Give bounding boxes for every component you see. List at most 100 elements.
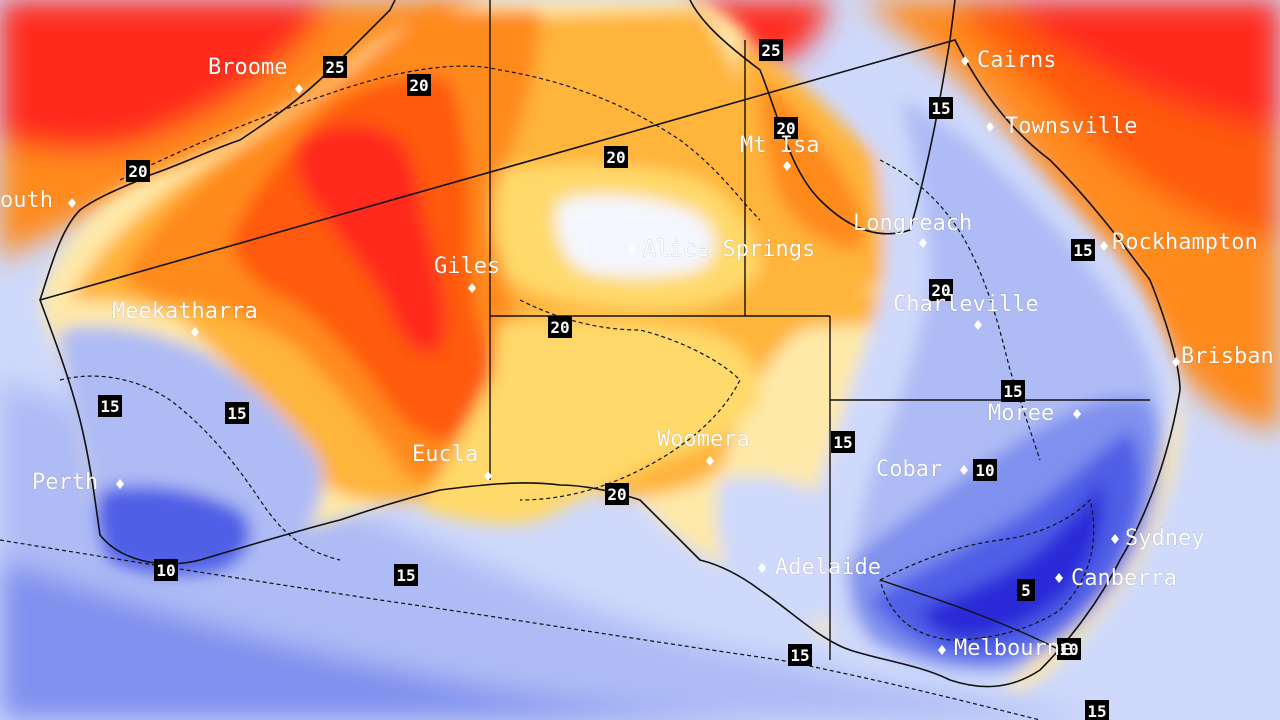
- contour-15-east: [879, 159, 1041, 461]
- city-label: Woomera: [657, 427, 750, 452]
- city-cobar[interactable]: Cobar: [876, 457, 968, 482]
- city-marker-icon: [986, 122, 994, 132]
- city-alice-springs[interactable]: Alice Springs: [628, 237, 815, 262]
- city-label: Meekatharra: [112, 299, 258, 324]
- city-moree[interactable]: Moree: [988, 401, 1081, 426]
- city-label: Rockhampton: [1112, 230, 1258, 255]
- city-brisbane[interactable]: Brisban: [1172, 344, 1274, 369]
- city-marker-icon: [484, 471, 492, 481]
- city-giles[interactable]: Giles: [434, 254, 501, 293]
- city-marker-icon: [706, 456, 714, 466]
- contour-20-north: [119, 65, 761, 221]
- city-rockhampton[interactable]: Rockhampton: [1100, 230, 1258, 255]
- contour-label-box: [1071, 239, 1095, 261]
- contour-label-15: 15: [394, 564, 418, 586]
- city-marker-icon: [960, 465, 968, 475]
- contour-label-value: 20: [128, 162, 147, 181]
- contour-20-central: [519, 299, 741, 501]
- contour-label-box: [548, 316, 572, 338]
- contour-label-value: 25: [325, 58, 344, 77]
- contour-label-25: 25: [759, 39, 783, 61]
- city-label: Cairns: [977, 48, 1056, 73]
- city-sydney[interactable]: Sydney: [1111, 526, 1205, 551]
- contour-label-box: [1017, 579, 1035, 601]
- city-perth[interactable]: Perth: [32, 470, 124, 495]
- contour-label-box: [225, 402, 249, 424]
- city-label: Sydney: [1125, 526, 1204, 551]
- sw-wa-blue: [98, 486, 251, 575]
- contour-label-box: [973, 459, 997, 481]
- contour-10-se: [879, 498, 1095, 641]
- contour-label-15: 15: [225, 402, 249, 424]
- contour-label-value: 15: [833, 433, 852, 452]
- contour-label-box: [605, 483, 629, 505]
- city-woomera[interactable]: Woomera: [657, 427, 750, 466]
- contour-label-box: [1085, 700, 1109, 720]
- contour-label-20: 20: [548, 316, 572, 338]
- city-marker-icon: [1100, 241, 1108, 251]
- contour-label-value: 20: [776, 119, 795, 138]
- city-marker-icon: [628, 245, 636, 255]
- contour-label-box: [407, 74, 431, 96]
- city-adelaide[interactable]: Adelaide: [758, 555, 881, 580]
- alps-deep-blue: [920, 480, 1104, 640]
- alice-cool: [556, 195, 715, 278]
- city-label: Longreach: [853, 211, 972, 236]
- city-cairns[interactable]: Cairns: [961, 48, 1057, 73]
- city-marker-icon: [938, 645, 946, 655]
- contour-label-value: 20: [606, 148, 625, 167]
- city-port-hedland[interactable]: outh: [0, 188, 76, 213]
- city-longreach[interactable]: Longreach: [853, 211, 973, 248]
- contour-label-box: [788, 644, 812, 666]
- city-marker-icon: [1172, 357, 1180, 367]
- city-marker-icon: [468, 283, 476, 293]
- contour-label-box: [1057, 638, 1081, 660]
- contour-label-value: 10: [975, 461, 994, 480]
- city-canberra[interactable]: Canberra: [1055, 566, 1177, 591]
- contour-label-box: [394, 564, 418, 586]
- contour-label-value: 15: [790, 646, 809, 665]
- contour-label-15: 15: [98, 395, 122, 417]
- map-lines: [0, 0, 1181, 720]
- contour-label-value: 10: [1059, 640, 1078, 659]
- city-label: Canberra: [1071, 566, 1177, 591]
- contour-label-value: 15: [1003, 382, 1022, 401]
- contour-label-10: 10: [1057, 638, 1081, 660]
- city-melbourne[interactable]: Melbourne: [938, 636, 1074, 661]
- contour-label-value: 25: [761, 41, 780, 60]
- city-marker-icon: [974, 320, 982, 330]
- city-label: Broome: [208, 55, 287, 80]
- contour-15-ocean: [0, 539, 1041, 720]
- city-marker-icon: [68, 198, 76, 208]
- city-marker-icon: [191, 327, 199, 337]
- desert-hot-core: [296, 125, 445, 353]
- contour-label-25: 25: [323, 56, 347, 78]
- city-mt-isa[interactable]: Mt Isa: [740, 133, 820, 171]
- city-eucla[interactable]: Eucla: [412, 442, 492, 481]
- contour-label-15: 15: [1085, 700, 1109, 720]
- city-marker-icon: [961, 56, 969, 66]
- contour-label-15: 15: [1071, 239, 1095, 261]
- city-meekatharra[interactable]: Meekatharra: [112, 299, 258, 337]
- city-label: Eucla: [412, 442, 478, 467]
- se-blue: [870, 430, 1141, 660]
- city-townsville[interactable]: Townsville: [986, 114, 1138, 139]
- city-marker-icon: [116, 479, 124, 489]
- contour-label-value: 15: [1087, 702, 1106, 720]
- contour-label-value: 15: [1073, 241, 1092, 260]
- city-broome[interactable]: Broome: [208, 55, 303, 94]
- contour-label-box: [323, 56, 347, 78]
- contour-label-value: 20: [409, 76, 428, 95]
- city-marker-icon: [919, 238, 927, 248]
- contour-label-value: 10: [156, 561, 175, 580]
- city-charleville[interactable]: Charleville: [893, 292, 1039, 330]
- city-label: Giles: [434, 254, 500, 279]
- contour-label-box: [831, 431, 855, 453]
- contour-label-value: 15: [227, 404, 246, 423]
- contour-label-10: 10: [154, 559, 178, 581]
- contour-label-box: [126, 160, 150, 182]
- southern-ocean-blue: [0, 560, 760, 720]
- contour-label-15: 15: [831, 431, 855, 453]
